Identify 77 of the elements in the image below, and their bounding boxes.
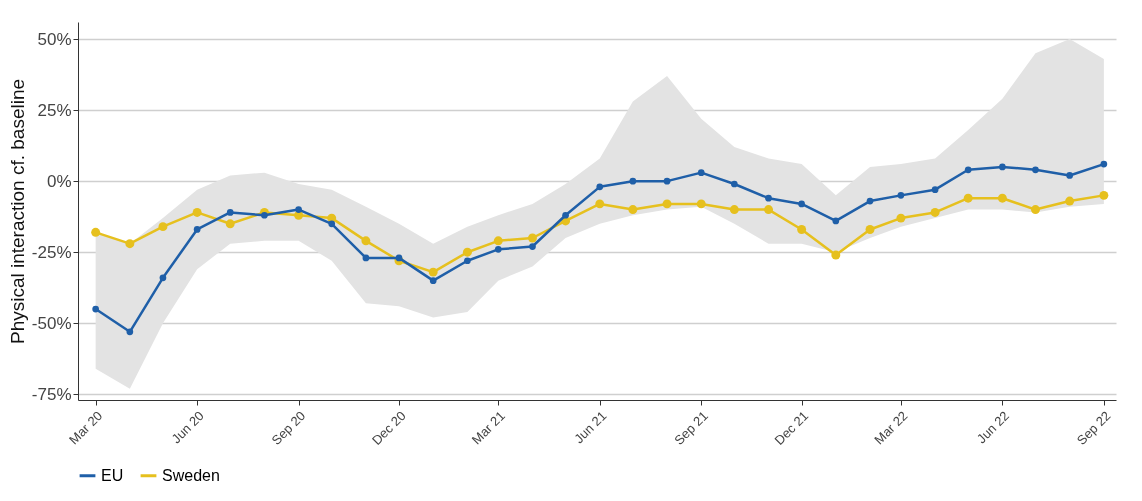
point: [797, 225, 807, 234]
point: [528, 233, 537, 243]
point: [193, 226, 201, 233]
point: [192, 207, 202, 217]
point: [126, 328, 134, 336]
x-tick-label: Jun 22: [973, 408, 1013, 447]
x-tick-label: Mar 22: [871, 408, 911, 448]
point: [159, 274, 167, 282]
point: [595, 199, 605, 209]
point: [730, 180, 738, 188]
point: [226, 209, 234, 216]
x-tick-label: Dec 21: [771, 408, 812, 448]
point: [125, 239, 135, 249]
y-tick-label: 25%: [37, 100, 72, 120]
point: [930, 207, 940, 217]
point: [1032, 166, 1039, 174]
x-tick-label: Sep 20: [268, 408, 309, 448]
point: [831, 250, 841, 260]
point: [896, 213, 906, 223]
point: [832, 217, 840, 225]
y-tick-label: 0%: [46, 171, 72, 191]
point: [997, 193, 1007, 203]
point: [697, 169, 705, 176]
point: [1066, 172, 1074, 179]
point: [429, 277, 437, 284]
y-axis-title: Physical interaction cf. baseline: [6, 78, 28, 345]
point: [964, 166, 972, 174]
point: [462, 247, 472, 257]
point: [261, 211, 268, 219]
point: [1031, 205, 1040, 215]
point: [662, 199, 672, 209]
point: [225, 219, 235, 229]
point: [494, 246, 502, 253]
x-tick-label: Sep 22: [1073, 408, 1114, 448]
point: [1065, 196, 1075, 206]
point: [963, 193, 973, 203]
x-tick-label: Jun 20: [168, 408, 207, 447]
point: [596, 183, 604, 191]
point: [362, 254, 370, 262]
y-tick-label: 50%: [37, 29, 72, 49]
point: [628, 205, 638, 215]
point: [897, 192, 905, 199]
point: [931, 186, 939, 194]
point: [91, 227, 101, 237]
point: [765, 194, 772, 202]
point: [798, 200, 805, 208]
point: [764, 205, 773, 215]
x-tick-label: Dec 20: [368, 408, 409, 448]
x-tick-label: Sep 21: [671, 408, 711, 448]
point: [865, 225, 875, 234]
point: [328, 220, 336, 228]
point: [529, 243, 536, 250]
y-tick-label: -75%: [31, 384, 72, 404]
point: [866, 197, 874, 205]
point: [158, 222, 168, 232]
x-tick-label: Jun 21: [571, 408, 610, 447]
point: [629, 177, 637, 185]
point: [295, 206, 302, 213]
x-tick-label: Mar 20: [66, 408, 106, 448]
point: [1100, 160, 1108, 168]
x-tick-label: Mar 21: [468, 408, 508, 448]
point: [663, 177, 671, 185]
point: [428, 267, 438, 277]
y-tick-label: -50%: [31, 313, 72, 333]
point: [92, 305, 99, 313]
point: [729, 205, 739, 215]
point: [361, 236, 371, 246]
point: [562, 211, 569, 219]
point: [395, 254, 403, 262]
y-tick-label: -25%: [31, 242, 72, 262]
point: [464, 257, 471, 265]
point: [493, 236, 503, 246]
legend-label: EU: [101, 466, 124, 484]
legend-label: Sweden: [162, 466, 220, 484]
point: [1099, 190, 1109, 200]
point: [696, 199, 706, 209]
point: [999, 163, 1006, 171]
